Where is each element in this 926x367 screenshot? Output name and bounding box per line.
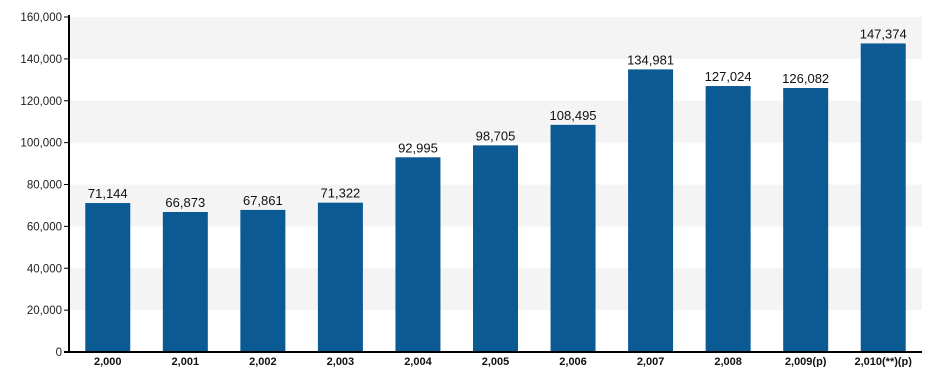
bar xyxy=(162,211,208,352)
data-label: 127,024 xyxy=(705,69,752,84)
grid-band xyxy=(69,100,922,143)
data-label: 134,981 xyxy=(627,52,674,67)
x-tick-label: 2,008 xyxy=(714,356,742,367)
x-tick-label: 2,003 xyxy=(327,356,355,367)
bar xyxy=(240,209,286,352)
bar xyxy=(473,145,518,352)
y-tick-label: 0 xyxy=(56,347,62,359)
x-tick-label: 2,004 xyxy=(404,356,432,367)
data-label: 147,374 xyxy=(860,26,907,41)
data-label: 108,495 xyxy=(550,108,597,123)
x-tick-label: 2,006 xyxy=(559,356,587,367)
data-label: 71,322 xyxy=(321,186,361,201)
bar xyxy=(317,202,363,352)
bars xyxy=(85,43,906,353)
data-labels: 71,144 66,873 67,861 71,322 92,995 98,705 108,… xyxy=(88,26,907,210)
x-tick-label: 2,009(p) xyxy=(785,356,827,367)
x-tick-label: 2,005 xyxy=(482,356,510,367)
x-tick-label: 2,002 xyxy=(249,356,277,367)
y-tick-label: 120,000 xyxy=(20,96,62,108)
bar xyxy=(628,69,674,352)
bar xyxy=(705,86,751,352)
data-label: 71,144 xyxy=(88,186,128,201)
x-axis-ticks: 2,000 2,001 2,002 2,003 2,004 2,005 2,006 2,007… xyxy=(94,356,912,367)
x-tick-label: 2,010(**)(p) xyxy=(854,356,912,367)
y-tick-label: 140,000 xyxy=(20,54,62,66)
x-tick-label: 2,007 xyxy=(637,356,665,367)
bar xyxy=(783,88,829,353)
data-label: 66,873 xyxy=(165,195,205,210)
y-tick-label: 160,000 xyxy=(20,12,62,24)
data-label: 98,705 xyxy=(476,128,516,143)
grid-band xyxy=(69,17,922,59)
y-tick-label: 20,000 xyxy=(27,305,62,317)
y-tick-label: 80,000 xyxy=(27,180,62,192)
y-axis-ticks: 0 20,000 40,000 60,000 80,000 100,000 120,000 1… xyxy=(20,12,69,359)
bar xyxy=(395,157,441,352)
data-label: 67,861 xyxy=(243,193,283,208)
y-tick-label: 60,000 xyxy=(27,221,62,233)
y-tick-label: 40,000 xyxy=(27,263,62,275)
data-label: 126,082 xyxy=(782,71,829,86)
y-tick-label: 100,000 xyxy=(20,138,62,150)
data-label: 92,995 xyxy=(398,140,438,155)
bar xyxy=(550,124,596,352)
x-tick-label: 2,001 xyxy=(172,356,200,367)
bar xyxy=(85,203,131,352)
x-tick-label: 2,000 xyxy=(94,356,122,367)
bar xyxy=(860,43,906,352)
